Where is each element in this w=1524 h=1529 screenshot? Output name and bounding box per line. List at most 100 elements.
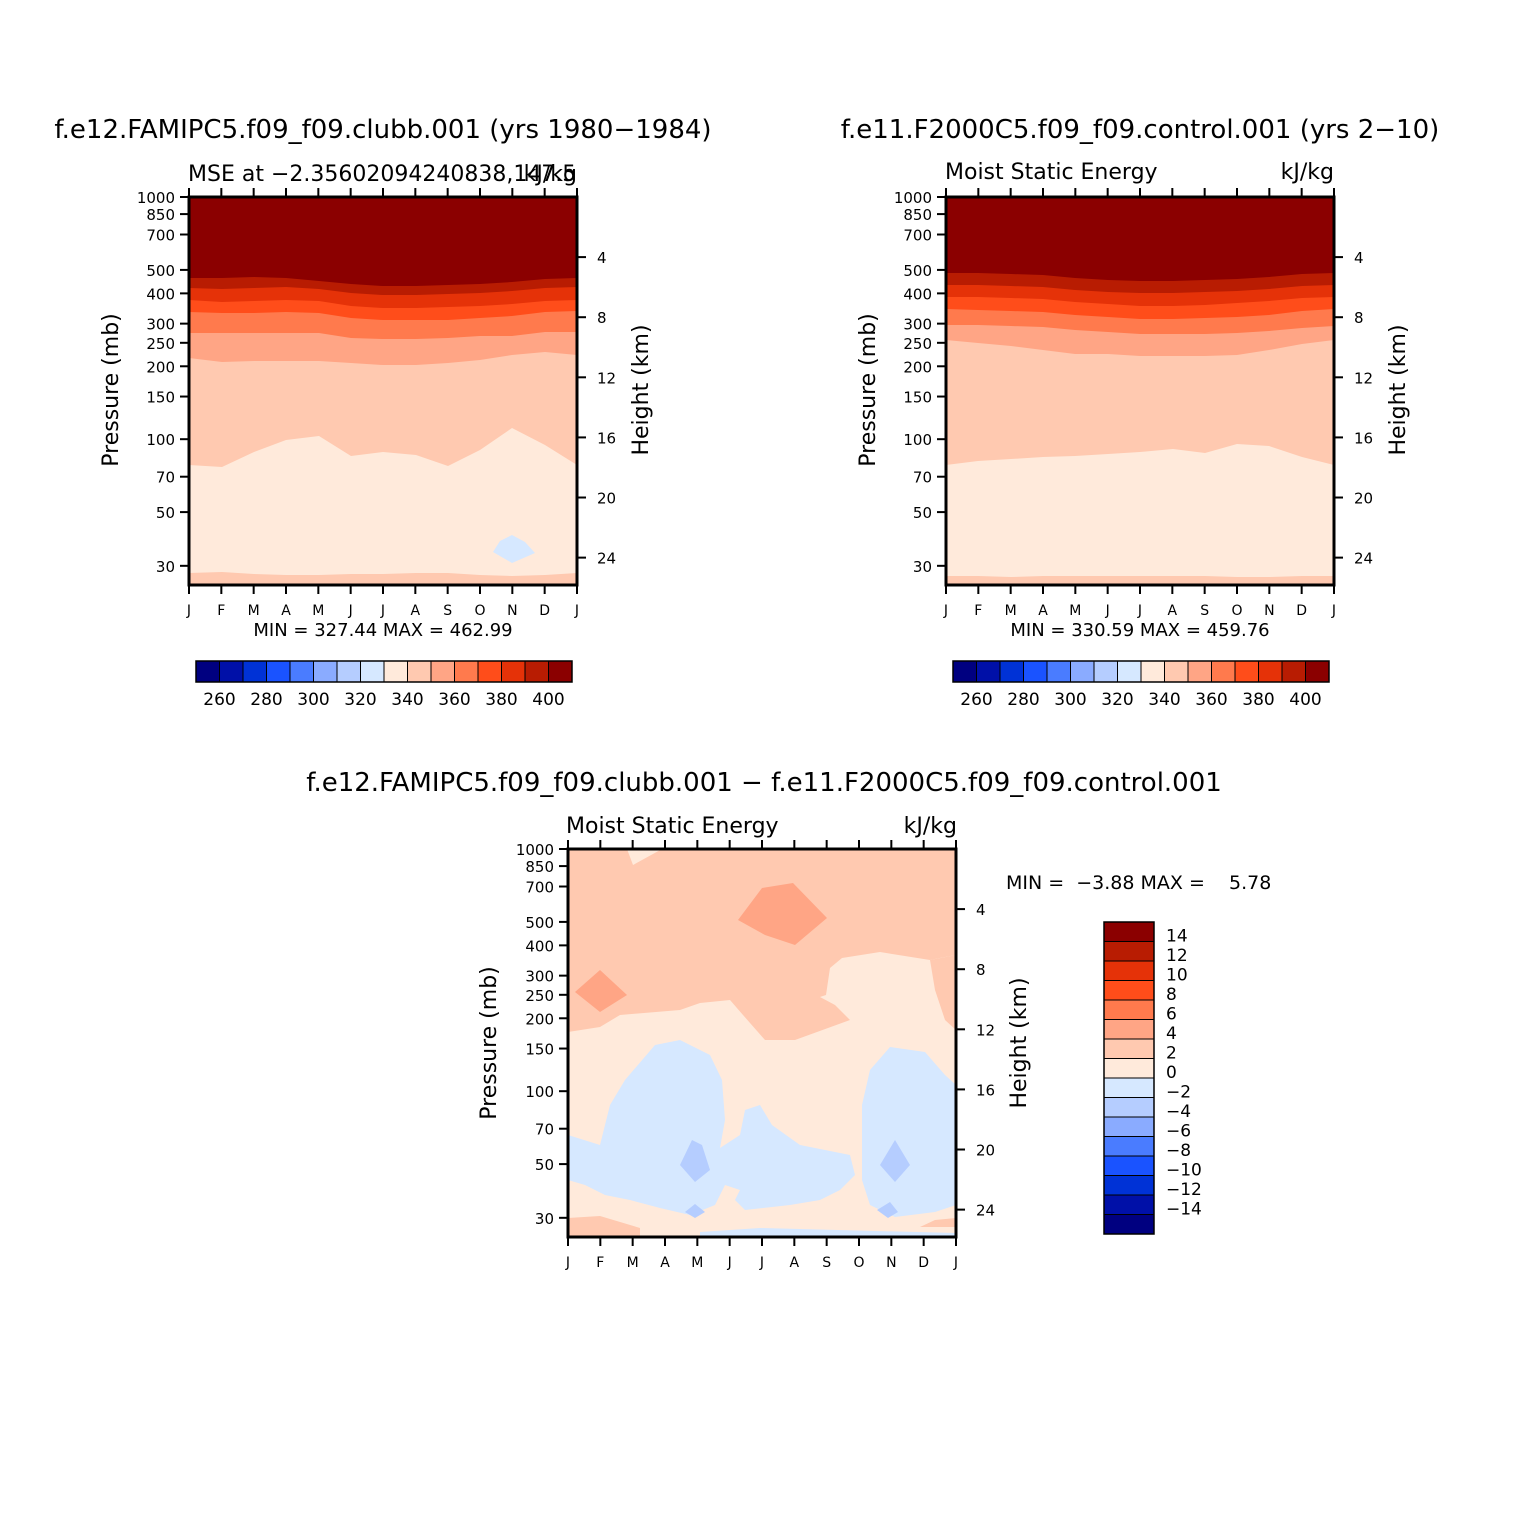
y-tick-label: 30 — [535, 1210, 554, 1228]
y-tick-label: 150 — [146, 389, 175, 407]
y-right-tick-label: 8 — [1354, 309, 1364, 327]
colorbar-label: 12 — [1166, 946, 1188, 966]
y-tick-label: 400 — [525, 937, 554, 955]
colorbar-cell — [383, 660, 408, 683]
y-axis-label: Pressure (mb) — [99, 313, 124, 467]
y-tick-label: 200 — [525, 1010, 554, 1028]
colorbar-cell — [501, 660, 526, 683]
y-right-tick-label: 4 — [1354, 249, 1364, 267]
x-tick-label: M — [1005, 603, 1017, 619]
colorbar-label: −4 — [1166, 1102, 1191, 1122]
y-right-tick-label: 16 — [976, 1081, 995, 1099]
y-tick-label: 30 — [156, 558, 175, 576]
x-tick-label: S — [822, 1255, 831, 1271]
x-tick-label: S — [443, 603, 452, 619]
colorbar-label: 300 — [297, 690, 329, 710]
panel-title: f.e12.FAMIPC5.f09_f09.clubb.001 − f.e11.… — [306, 768, 1222, 798]
x-tick-label: A — [660, 1255, 670, 1271]
colorbar-cell — [313, 660, 338, 683]
colorbar-cell — [477, 660, 502, 683]
band-2-4-surface-right — [920, 1218, 956, 1227]
y-axis-right-label: Height (km) — [629, 324, 654, 455]
colorbar-cell — [1305, 660, 1330, 683]
y-tick-label: 850 — [525, 858, 554, 876]
y-tick-label: 850 — [146, 206, 175, 224]
colorbar-label: 400 — [1289, 690, 1321, 710]
colorbar-cell — [524, 660, 549, 683]
colorbar-label: −12 — [1166, 1180, 1202, 1200]
contour-fill — [946, 197, 1334, 585]
x-tick-label: J — [759, 1255, 764, 1271]
y-axis-right: 24 20 16 12 8 4 — [1334, 249, 1373, 568]
y-right-tick-label: 20 — [597, 490, 616, 508]
colorbar-cell — [1023, 660, 1048, 683]
colorbar-label: 14 — [1166, 927, 1188, 947]
x-tick-label: J — [1331, 603, 1336, 619]
band-4-6-patch-upper — [738, 883, 827, 945]
colorbar: 260 280 300 320 340 360 380 400 — [952, 660, 1330, 710]
colorbar-cell — [1103, 999, 1155, 1020]
x-tick-label: D — [1296, 603, 1307, 619]
colorbar-cell — [1070, 660, 1095, 683]
band-above-410 — [946, 197, 1334, 281]
y-tick-label: 30 — [913, 558, 932, 576]
colorbar-cell — [1103, 1155, 1155, 1176]
panel-subtitle-right: kJ/kg — [1281, 160, 1334, 185]
y-tick-label: 50 — [535, 1156, 554, 1174]
colorbar-label: 300 — [1054, 690, 1086, 710]
colorbar-label: 400 — [532, 690, 564, 710]
y-tick-label: 250 — [525, 987, 554, 1005]
colorbar-cell — [1103, 1214, 1155, 1235]
y-right-tick-label: 12 — [597, 369, 616, 387]
x-tick-label: M — [1069, 603, 1081, 619]
y-right-tick-label: 12 — [976, 1021, 995, 1039]
y-tick-label: 70 — [913, 469, 932, 487]
y-right-tick-label: 4 — [597, 249, 607, 267]
y-tick-label: 150 — [903, 389, 932, 407]
colorbar-cell — [266, 660, 291, 683]
x-tick-label: M — [312, 603, 324, 619]
colorbar-frame — [195, 660, 573, 683]
x-tick-label: D — [918, 1255, 929, 1271]
colorbar-label: 8 — [1166, 985, 1177, 1005]
band-near-surface — [946, 576, 1334, 585]
colorbar-cell — [289, 660, 314, 683]
min-max-label: MIN = −3.88 MAX = 5.78 — [1006, 872, 1271, 894]
y-tick-label: 500 — [903, 262, 932, 280]
y-tick-label: 500 — [146, 262, 175, 280]
x-tick-label: J — [348, 603, 353, 619]
colorbar-cell — [1046, 660, 1071, 683]
y-tick-label: 1000 — [516, 841, 554, 859]
colorbar-label: 280 — [1007, 690, 1039, 710]
colorbar-cell — [242, 660, 267, 683]
x-tick-label: A — [1038, 603, 1048, 619]
y-tick-label: 300 — [146, 316, 175, 334]
y-tick-label: 200 — [903, 358, 932, 376]
x-tick-label: O — [1231, 603, 1242, 619]
panel-top-right: f.e11.F2000C5.f09_f09.control.001 (yrs 2… — [841, 115, 1440, 710]
panel-top-left: f.e12.FAMIPC5.f09_f09.clubb.001 (yrs 198… — [54, 115, 711, 710]
colorbar-cell — [1211, 660, 1236, 683]
y-tick-label: 700 — [525, 879, 554, 897]
y-right-tick-label: 24 — [976, 1202, 995, 1220]
y-right-tick-label: 12 — [1354, 369, 1373, 387]
colorbar-cell — [999, 660, 1024, 683]
colorbar: 260 280 300 320 340 360 380 400 — [195, 660, 573, 710]
band-near-surface — [189, 572, 577, 585]
band-neg-left — [568, 1040, 855, 1215]
band-2-4-surface — [568, 1216, 640, 1237]
colorbar-cell — [1103, 1136, 1155, 1157]
colorbar-cell — [1234, 660, 1259, 683]
y-right-tick-label: 4 — [976, 901, 986, 919]
y-axis-right-label: Height (km) — [1386, 324, 1411, 455]
y-tick-label: 700 — [146, 227, 175, 245]
x-tick-label: A — [411, 603, 421, 619]
colorbar-cell — [336, 660, 361, 683]
colorbar-cell — [1103, 1077, 1155, 1098]
panel-bottom: f.e12.FAMIPC5.f09_f09.clubb.001 − f.e11.… — [306, 768, 1271, 1271]
y-tick-label: 400 — [146, 285, 175, 303]
y-tick-label: 1000 — [137, 189, 175, 207]
